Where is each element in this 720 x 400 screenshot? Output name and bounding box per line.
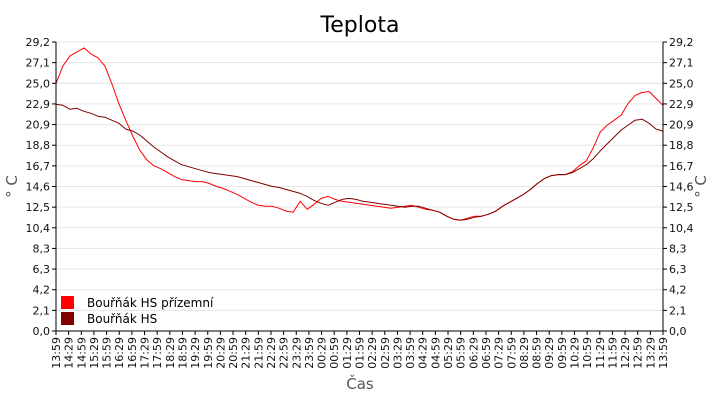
x-tick-label: 22:59	[278, 337, 291, 369]
x-tick-label: 02:59	[379, 337, 392, 369]
x-tick-label: 13:59	[50, 337, 63, 369]
x-tick-label: 05:29	[442, 337, 455, 369]
x-tick-label: 01:29	[341, 337, 354, 369]
y-tick-label-left: 8,3	[33, 242, 51, 255]
x-tick-label: 07:29	[493, 337, 506, 369]
y-tick-label-right: 29,2	[669, 36, 694, 49]
x-tick-label: 11:29	[594, 337, 607, 369]
x-tick-label: 06:29	[467, 337, 480, 369]
y-tick-label-left: 2,1	[33, 304, 51, 317]
y-tick-label-left: 10,4	[26, 222, 51, 235]
legend-label-1: Bouřňák HS přízemní	[87, 296, 214, 310]
y-tick-label-left: 29,2	[26, 36, 51, 49]
x-tick-label: 10:29	[568, 337, 581, 369]
y-tick-label-right: 16,7	[669, 160, 694, 173]
x-tick-label: 15:59	[101, 337, 114, 369]
y-tick-label-right: 0,0	[669, 325, 687, 338]
y-tick-label-right: 2,1	[669, 304, 687, 317]
y-tick-label-left: 4,2	[33, 284, 51, 297]
x-tick-label: 13:29	[644, 337, 657, 369]
y-tick-label-left: 16,7	[26, 160, 51, 173]
x-tick-label: 23:59	[303, 337, 316, 369]
y-tick-label-left: 12,5	[26, 201, 51, 214]
x-tick-label: 19:59	[202, 337, 215, 369]
x-tick-label: 04:29	[417, 337, 430, 369]
x-tick-label: 20:29	[214, 337, 227, 369]
y-tick-label-right: 20,9	[669, 119, 694, 132]
x-tick-label: 11:59	[606, 337, 619, 369]
y-tick-label-left: 18,8	[26, 139, 51, 152]
x-tick-label: 03:29	[391, 337, 404, 369]
y-tick-label-left: 25,0	[26, 77, 51, 90]
x-tick-label: 07:59	[505, 337, 518, 369]
series-layer	[55, 47, 664, 221]
x-tick-label: 03:59	[404, 337, 417, 369]
x-tick-label: 09:59	[556, 337, 569, 369]
x-tick-label: 06:59	[480, 337, 493, 369]
x-tick-label: 08:59	[531, 337, 544, 369]
y-axis-label-left: ° C	[3, 175, 21, 198]
y-tick-label-right: 10,4	[669, 222, 694, 235]
y-tick-label-right: 27,1	[669, 57, 694, 70]
y-tick-label-right: 8,3	[669, 242, 687, 255]
x-tick-label: 21:29	[240, 337, 253, 369]
y-tick-label-left: 27,1	[26, 57, 51, 70]
y-tick-label-right: 22,9	[669, 98, 694, 111]
x-tick-label: 01:59	[354, 337, 367, 369]
x-tick-label: 00:29	[316, 337, 329, 369]
x-tick-label: 20:59	[227, 337, 240, 369]
x-tick-label: 19:29	[189, 337, 202, 369]
x-tick-label: 09:29	[543, 337, 556, 369]
axis-layer: 0,0 0,0 2,1 2,1 4,2 4,2 6,3 6,3 8,3 8,3 10,4 10,4 12…	[26, 36, 694, 369]
y-tick-label-left: 6,3	[33, 263, 51, 276]
y-tick-label-left: 14,6	[26, 181, 51, 194]
y-tick-label-right: 18,8	[669, 139, 694, 152]
y-tick-label-right: 6,3	[669, 263, 687, 276]
x-tick-label: 14:59	[75, 337, 88, 369]
x-tick-label: 12:59	[632, 337, 645, 369]
x-tick-label: 17:59	[151, 337, 164, 369]
legend-swatch-1	[61, 296, 74, 309]
x-tick-label: 10:59	[581, 337, 594, 369]
legend-label-2: Bouřňák HS	[87, 312, 157, 326]
y-tick-label-right: 4,2	[669, 284, 687, 297]
x-tick-label: 02:29	[366, 337, 379, 369]
grid-layer	[56, 41, 663, 332]
x-tick-label: 12:29	[619, 337, 632, 369]
x-tick-label: 08:29	[518, 337, 531, 369]
series-line-2	[55, 103, 664, 221]
x-tick-label: 18:59	[176, 337, 189, 369]
y-tick-label-right: 25,0	[669, 77, 694, 90]
x-tick-label: 22:29	[265, 337, 278, 369]
x-tick-label: 04:59	[429, 337, 442, 369]
x-tick-label: 16:59	[126, 337, 139, 369]
legend-swatch-2	[61, 312, 74, 325]
y-tick-label-left: 20,9	[26, 119, 51, 132]
x-tick-label: 17:29	[139, 337, 152, 369]
y-tick-label-left: 0,0	[33, 325, 51, 338]
chart-title: Teplota	[320, 13, 400, 38]
x-tick-label: 13:59	[657, 337, 670, 369]
y-tick-label-right: 12,5	[669, 201, 694, 214]
x-tick-label: 15:29	[88, 337, 101, 369]
x-tick-label: 18:29	[164, 337, 177, 369]
x-tick-label: 21:59	[252, 337, 265, 369]
x-tick-label: 05:59	[455, 337, 468, 369]
y-tick-label-left: 22,9	[26, 98, 51, 111]
x-tick-label: 23:29	[290, 337, 303, 369]
x-axis-label: Čas	[346, 374, 374, 393]
x-tick-label: 00:59	[328, 337, 341, 369]
x-tick-label: 14:29	[63, 337, 76, 369]
y-axis-label-right: ° C	[692, 175, 710, 198]
y-tick-label-right: 14,6	[669, 181, 694, 194]
x-tick-label: 16:29	[113, 337, 126, 369]
legend: Bouřňák HS přízemní Bouřňák HS	[61, 296, 214, 326]
